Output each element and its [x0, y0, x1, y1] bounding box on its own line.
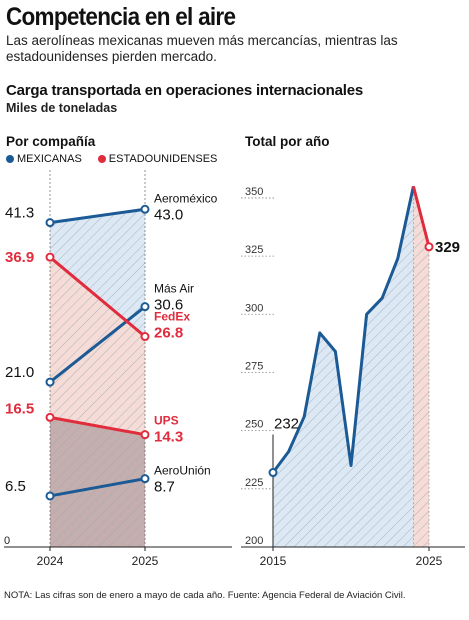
point-start	[268, 468, 278, 478]
total-area-hatch	[273, 186, 429, 547]
y-tick-label-200: 200	[245, 535, 263, 547]
right-panel-title: Total por año	[245, 134, 330, 149]
series-name-ups: UPS	[154, 414, 179, 428]
y-tick-label-300: 300	[245, 302, 263, 314]
y-tick-label-275: 275	[245, 360, 263, 372]
point-aeromxico-2025	[140, 204, 150, 214]
zero-label: 0	[4, 535, 10, 547]
total-line-last-segment	[411, 185, 431, 248]
y-tick-label-325: 325	[245, 244, 263, 256]
legend-item-mexicanas: MEXICANAS	[6, 153, 82, 165]
y-tick-label-350: 350	[245, 186, 263, 198]
point-fedex-2025	[140, 332, 150, 342]
headline: Competencia en el aire	[6, 3, 236, 31]
point-msair-2024	[45, 377, 55, 387]
value-label-ups-2025: 14.3	[154, 429, 183, 446]
point-msair-2025	[140, 302, 150, 312]
start-value-label: 232	[274, 416, 299, 433]
point-aeromxico-2024	[45, 218, 55, 228]
x-tick-label-2024: 2024	[37, 554, 64, 568]
value-label-fedex-2024: 36.9	[5, 249, 34, 266]
point-ups-2025	[140, 430, 150, 440]
total-chart: 200 225 250 275 300 325 350 232 329 2015 2025	[241, 185, 465, 568]
series-name-msair: Más Air	[154, 282, 194, 296]
legend-dot-estadounidenses	[97, 155, 106, 163]
legend-label-mexicanas: MEXICANAS	[17, 153, 82, 165]
value-label-fedex-2025: 26.8	[154, 325, 183, 342]
series-name-fedex: FedEx	[154, 310, 190, 324]
y-tick-label-225: 225	[245, 477, 263, 489]
legend-item-estadounidenses: ESTADOUNIDENSES	[97, 153, 218, 165]
series-name-aerounin: AeroUnión	[154, 464, 211, 478]
value-label-msair-2024: 21.0	[5, 364, 34, 381]
hatch-overlay	[50, 209, 145, 548]
x-tick-label-2015: 2015	[260, 554, 287, 568]
value-label-ups-2024: 16.5	[5, 400, 34, 417]
series-line-aerounin	[49, 477, 146, 498]
value-label-msair-2025: 30.6	[154, 297, 183, 314]
y-tick-label-250: 250	[245, 419, 263, 431]
chart-title: Carga transportada en operaciones intern…	[6, 82, 363, 99]
footnote: NOTA: Las cifras son de enero a mayo de …	[4, 590, 406, 601]
value-label-aeromxico-2025: 43.0	[154, 206, 183, 223]
x-tick-label-2025: 2025	[416, 554, 443, 568]
series-line-fedex	[49, 256, 146, 338]
left-panel-title: Por compañía	[6, 134, 96, 149]
chart-subtitle: Miles de toneladas	[6, 101, 118, 115]
point-end	[424, 242, 434, 252]
end-value-label: 329	[435, 239, 460, 256]
value-label-aerounin-2024: 6.5	[5, 478, 26, 495]
series-line-ups	[49, 415, 146, 437]
legend-dot-mexicanas	[6, 155, 14, 163]
point-fedex-2024	[45, 252, 55, 262]
series-line-msair	[49, 305, 146, 384]
series-name-aeromxico: Aeroméxico	[154, 191, 218, 205]
legend: MEXICANAS ESTADOUNIDENSES	[6, 153, 233, 165]
point-aerounin-2025	[140, 474, 150, 484]
legend-label-estadounidenses: ESTADOUNIDENSES	[108, 153, 218, 165]
total-line	[271, 185, 415, 474]
value-label-aerounin-2025: 8.7	[154, 479, 175, 496]
point-aerounin-2024	[45, 491, 55, 501]
point-ups-2024	[45, 412, 55, 422]
subhead: Las aerolíneas mexicanas mueven más merc…	[6, 33, 398, 64]
value-label-aeromxico-2024: 41.3	[5, 205, 34, 222]
series-line-aeromxico	[49, 207, 146, 225]
x-tick-label-2025: 2025	[132, 554, 159, 568]
